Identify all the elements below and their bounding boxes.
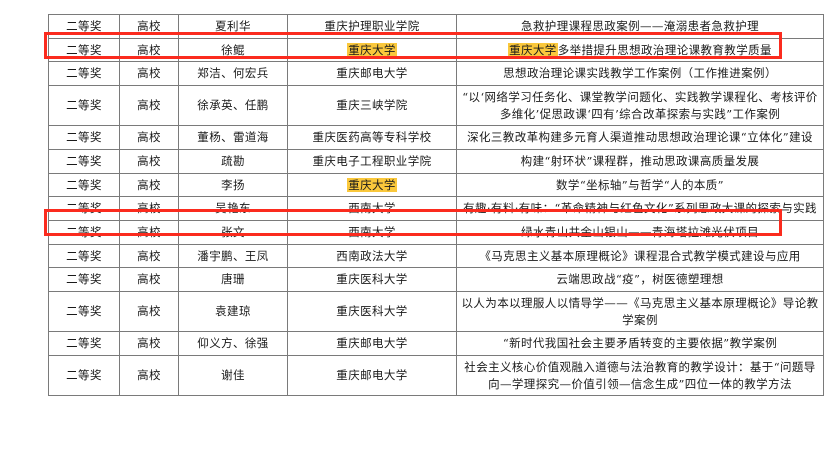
cell-school: 西南大学: [287, 196, 457, 222]
cell-title: 《马克思主义基本原理概论》课程混合式教学模式建设与应用: [456, 243, 824, 269]
cell-type: 高校: [119, 125, 179, 151]
cell-type: 高校: [119, 172, 179, 198]
table-row: 二等奖 高校 仰义方、徐强 重庆邮电大学 “新时代我国社会主要矛盾转变的主要依据”教学案…: [48, 331, 824, 357]
table-row: 二等奖 高校 郑洁、何宏兵 重庆邮电大学 思想政治理论课实践教学工作案例（工作推进案例）: [48, 61, 824, 87]
cell-title: 深化三教改革构建多元育人渠道推动思想政治理论课“立体化”建设: [456, 125, 824, 151]
highlighted-text: 重庆大学: [347, 42, 397, 57]
cell-title: “以‘网络学习任务化、课堂教学问题化、实践教学课程化、考核评价多维化’促思政课‘…: [456, 85, 824, 127]
table-row: 二等奖 高校 谢佳 重庆邮电大学 社会主义核心价值观融入道德与法治教育的教学设计：基于“…: [48, 355, 824, 397]
cell-school: 重庆邮电大学: [287, 61, 457, 87]
cell-school: 重庆医科大学: [287, 291, 457, 333]
cell-title: 以人为本以理服人以情导学——《马克思主义基本原理概论》导论教学案例: [456, 291, 824, 333]
cell-award: 二等奖: [48, 149, 120, 174]
cell-name: 谢佳: [178, 355, 288, 397]
cell-school: 西南大学: [287, 220, 457, 245]
cell-title: 思想政治理论课实践教学工作案例（工作推进案例）: [456, 61, 824, 87]
cell-school: 重庆电子工程职业学院: [287, 149, 457, 174]
cell-type: 高校: [119, 196, 179, 222]
cell-name: 张文: [178, 220, 288, 245]
table-row: 二等奖 高校 张文 西南大学 绿水青山共金山银山——青海塔拉滩光伏项目: [48, 220, 824, 245]
cell-school: 重庆邮电大学: [287, 331, 457, 357]
table-row: 二等奖 高校 吴艳东 西南大学 有趣·有料·有味：“革命精神与红色文化”系列思政大课的探…: [48, 196, 824, 222]
cell-type: 高校: [119, 243, 179, 269]
cell-title: “新时代我国社会主要矛盾转变的主要依据”教学案例: [456, 331, 824, 357]
table-row: 二等奖 高校 潘宇鹏、王凤 西南政法大学 《马克思主义基本原理概论》课程混合式教学模式建…: [48, 243, 824, 269]
cell-name: 徐鲲: [178, 37, 288, 63]
cell-type: 高校: [119, 355, 179, 397]
cell-type: 高校: [119, 291, 179, 333]
table-row: 二等奖 高校 徐鲲 重庆大学 重庆大学多举措提升思想政治理论课教育教学质量: [48, 37, 824, 63]
cell-title: 有趣·有料·有味：“革命精神与红色文化”系列思政大课的探索与实践: [456, 196, 824, 222]
cell-award: 二等奖: [48, 355, 120, 397]
cell-name: 袁建琼: [178, 291, 288, 333]
cell-award: 二等奖: [48, 172, 120, 198]
cell-name: 李扬: [178, 172, 288, 198]
cell-title: 云端思政战“疫”，树医德塑理想: [456, 267, 824, 293]
highlighted-text: 重庆大学: [347, 177, 397, 192]
cell-award: 二等奖: [48, 85, 120, 127]
cell-name: 徐承英、任鹏: [178, 85, 288, 127]
cell-name: 疏勘: [178, 149, 288, 174]
cell-school: 重庆护理职业学院: [287, 14, 457, 39]
table-row: 二等奖 高校 疏勘 重庆电子工程职业学院 构建“射环状”课程群，推动思政课高质量发展: [48, 149, 824, 174]
cell-type: 高校: [119, 61, 179, 87]
cell-name: 郑洁、何宏兵: [178, 61, 288, 87]
table-body: 二等奖 高校 夏利华 重庆护理职业学院 急救护理课程思政案例——淹溺患者急救护理 二等奖高…: [48, 14, 824, 397]
cell-type: 高校: [119, 37, 179, 63]
cell-name: 董杨、雷道海: [178, 125, 288, 151]
cell-type: 高校: [119, 149, 179, 174]
table-row: 二等奖 高校 袁建琼 重庆医科大学 以人为本以理服人以情导学——《马克思主义基本原理概论…: [48, 291, 824, 333]
cell-type: 高校: [119, 331, 179, 357]
cell-name: 潘宇鹏、王凤: [178, 243, 288, 269]
cell-award: 二等奖: [48, 61, 120, 87]
cell-name: 唐珊: [178, 267, 288, 293]
cell-award: 二等奖: [48, 14, 120, 39]
cell-award: 二等奖: [48, 220, 120, 245]
cell-type: 高校: [119, 85, 179, 127]
cell-type: 高校: [119, 267, 179, 293]
cell-award: 二等奖: [48, 37, 120, 63]
cell-type: 高校: [119, 220, 179, 245]
cell-award: 二等奖: [48, 331, 120, 357]
cell-school: 重庆医科大学: [287, 267, 457, 293]
cell-title: 社会主义核心价值观融入道德与法治教育的教学设计：基于“问题导向—学理探究—价值引…: [456, 355, 824, 397]
cell-award: 二等奖: [48, 291, 120, 333]
cell-school: 重庆大学: [287, 37, 457, 63]
cell-title: 重庆大学多举措提升思想政治理论课教育教学质量: [456, 37, 824, 63]
cell-award: 二等奖: [48, 243, 120, 269]
table-row: 二等奖 高校 夏利华 重庆护理职业学院 急救护理课程思政案例——淹溺患者急救护理: [48, 14, 824, 39]
table-row: 二等奖 高校 徐承英、任鹏 重庆三峡学院 “以‘网络学习任务化、课堂教学问题化、实践教学…: [48, 85, 824, 127]
cell-name: 夏利华: [178, 14, 288, 39]
cell-title: 绿水青山共金山银山——青海塔拉滩光伏项目: [456, 220, 824, 245]
cell-school: 西南政法大学: [287, 243, 457, 269]
table-row: 二等奖 高校 李扬 重庆大学 数学“坐标轴”与哲学“人的本质”: [48, 172, 824, 198]
cell-award: 二等奖: [48, 196, 120, 222]
cell-type: 高校: [119, 14, 179, 39]
cell-award: 二等奖: [48, 267, 120, 293]
cell-name: 吴艳东: [178, 196, 288, 222]
table-row: 二等奖 高校 董杨、雷道海 重庆医药高等专科学校 深化三教改革构建多元育人渠道推动思想政…: [48, 125, 824, 151]
cell-name: 仰义方、徐强: [178, 331, 288, 357]
cell-school: 重庆三峡学院: [287, 85, 457, 127]
cell-title: 数学“坐标轴”与哲学“人的本质”: [456, 172, 824, 198]
highlighted-text: 重庆大学: [508, 42, 558, 57]
cell-school: 重庆医药高等专科学校: [287, 125, 457, 151]
table-row: 二等奖 高校 唐珊 重庆医科大学 云端思政战“疫”，树医德塑理想: [48, 267, 824, 293]
cell-award: 二等奖: [48, 125, 120, 151]
cell-school: 重庆大学: [287, 172, 457, 198]
title-remainder: 多举措提升思想政治理论课教育教学质量: [557, 42, 772, 57]
cell-school: 重庆邮电大学: [287, 355, 457, 397]
award-list-table: 二等奖 高校 夏利华 重庆护理职业学院 急救护理课程思政案例——淹溺患者急救护理 二等奖高…: [48, 14, 824, 397]
cell-title: 构建“射环状”课程群，推动思政课高质量发展: [456, 149, 824, 174]
cell-title: 急救护理课程思政案例——淹溺患者急救护理: [456, 14, 824, 39]
